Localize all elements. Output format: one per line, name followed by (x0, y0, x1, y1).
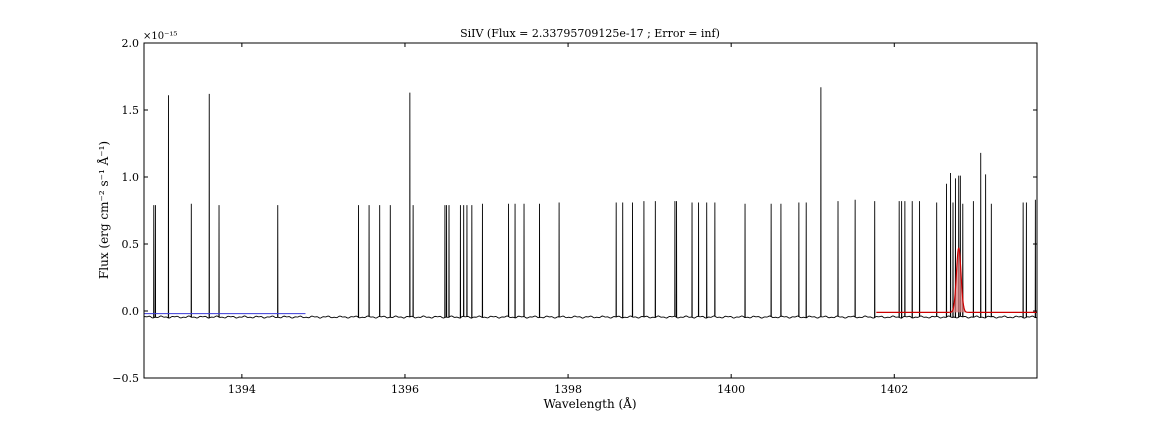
x-tick-label: 1396 (391, 383, 419, 396)
x-tick-label: 1402 (880, 383, 908, 396)
axes-frame (143, 42, 1038, 379)
x-tick-label: 1400 (717, 383, 745, 396)
x-tick-label: 1398 (554, 383, 582, 396)
spectrum-line (144, 87, 1037, 319)
y-axis-label: Flux (erg cm⁻² s⁻¹ Å⁻¹) (96, 141, 111, 279)
fit-line (876, 247, 1037, 313)
y-tick-label: 0.5 (122, 238, 140, 251)
y-tick-label: 1.0 (122, 171, 140, 184)
y-tick-label: 2.0 (122, 37, 140, 50)
x-axis-label: Wavelength (Å) (543, 396, 636, 411)
y-tick-label: 1.5 (122, 104, 140, 117)
x-axis-ticks: 1394 1396 1398 1400 1402 (228, 43, 908, 396)
y-tick-label: −0.5 (112, 372, 139, 385)
series-layer (144, 87, 1037, 319)
y-axis-multiplier: ×10⁻¹⁵ (143, 31, 177, 42)
chart-title: SiIV (Flux = 2.33795709125e-17 ; Error =… (460, 27, 720, 40)
plot-area (143, 42, 1038, 379)
x-tick-label: 1394 (228, 383, 256, 396)
y-tick-label: 0.0 (122, 305, 140, 318)
y-axis-ticks: −0.5 0.0 0.5 1.0 1.5 2.0 (112, 37, 1037, 385)
